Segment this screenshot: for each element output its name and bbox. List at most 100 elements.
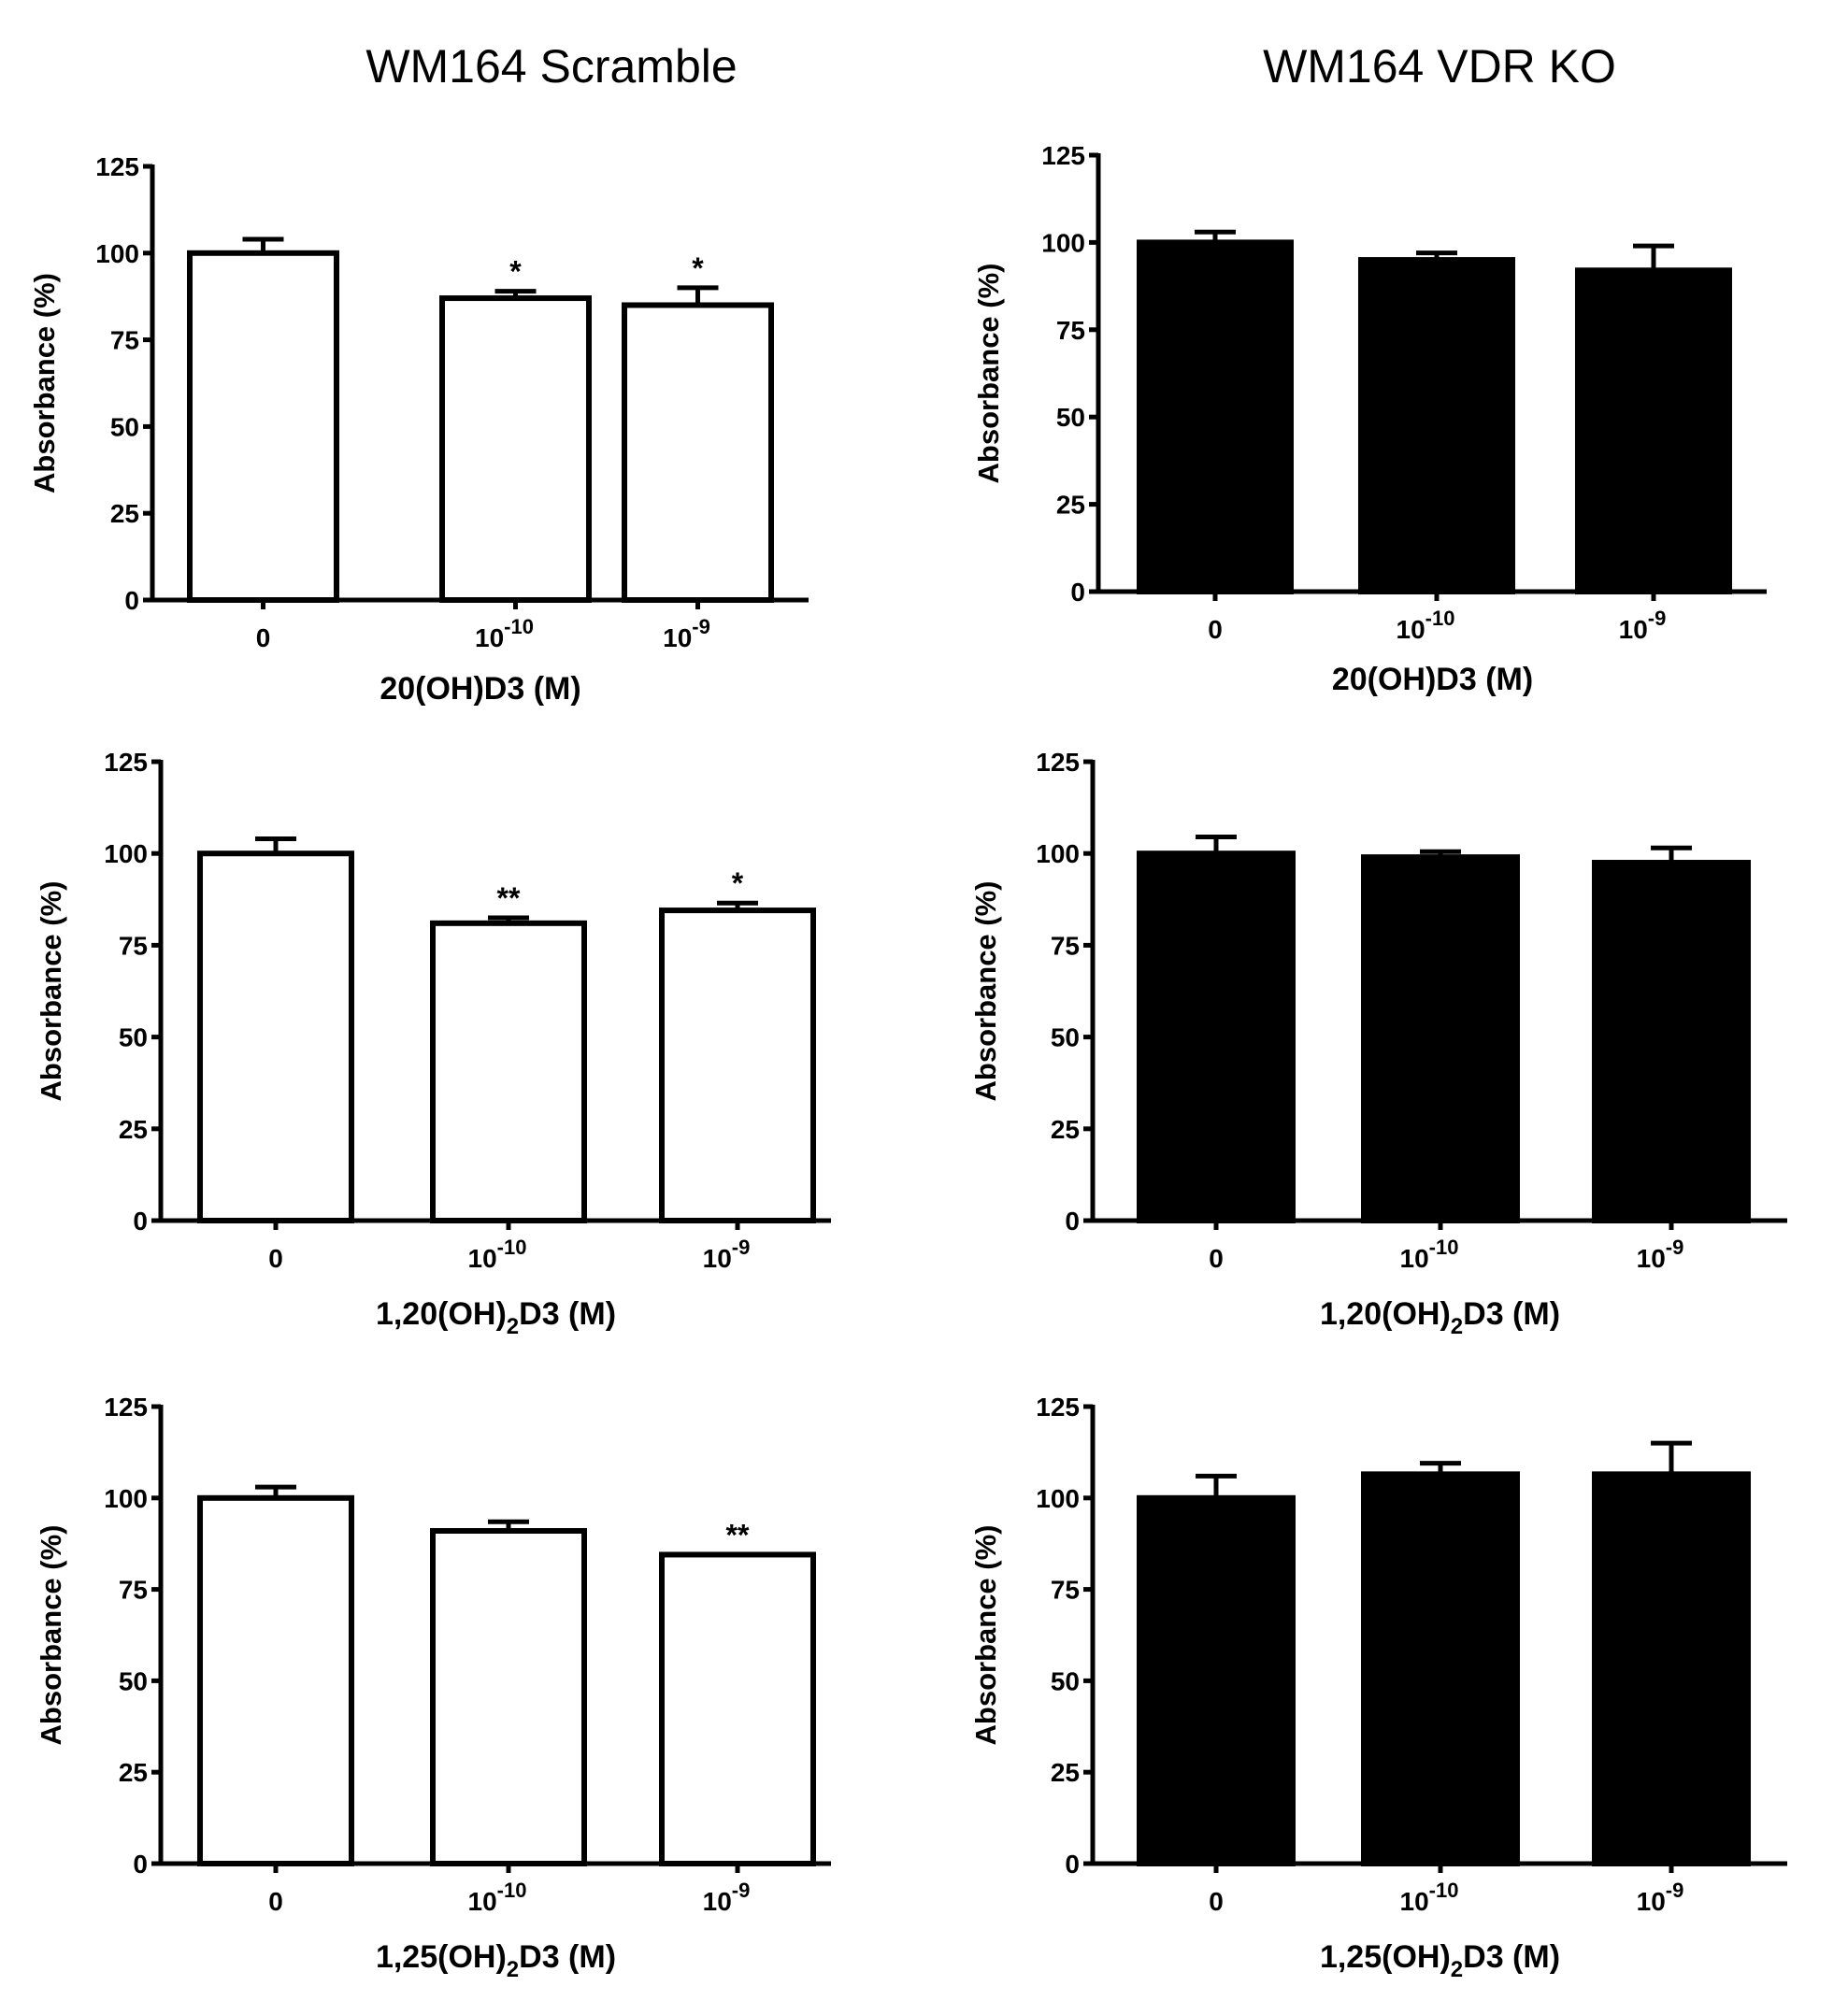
column-title-vdr-ko: WM164 VDR KO [1263, 40, 1616, 93]
y-axis-label: Absorbance (%) [35, 1525, 67, 1746]
x-tick-exponent-1: -10 [1429, 1236, 1459, 1259]
y-tick-label-50: 50 [1051, 1023, 1080, 1052]
significance-mark-2: * [732, 866, 744, 900]
x-axis-label-sub: 2 [1451, 1314, 1463, 1339]
x-tick-label-0: 0 [1209, 1887, 1224, 1916]
chart-panel-scramble-20OHD3: * * 0 25 50 75 100 125 0 10-10 10-9 Absorbance (%) 2… [28, 152, 809, 707]
y-tick-label-25: 25 [110, 499, 139, 528]
y-tick-label-25: 25 [119, 1115, 148, 1144]
x-axis-label-main: 1,25(OH) [376, 1939, 507, 1975]
x-tick-exponent-2: -9 [1666, 1236, 1684, 1259]
x-axis-label-sub: 2 [507, 1314, 519, 1339]
x-tick-exponent-2: -9 [1648, 607, 1667, 630]
y-tick-label-75: 75 [1051, 931, 1080, 960]
significance-mark-2: * [692, 251, 704, 285]
bar-0 [197, 850, 354, 1223]
y-axis-label: Absorbance (%) [972, 264, 1005, 484]
y-tick-label-100: 100 [1036, 839, 1080, 868]
bar-1 [1361, 854, 1520, 1223]
x-tick-exponent-1: -10 [497, 1236, 527, 1259]
bar-2 [1592, 860, 1751, 1224]
bar-0 [1137, 850, 1296, 1223]
significance-mark-1: * [509, 255, 522, 289]
x-axis-label-main: 1,20(OH) [1320, 1296, 1451, 1332]
x-axis-label-main: 1,25(OH) [1320, 1939, 1451, 1975]
y-axis-label: Absorbance (%) [969, 881, 1002, 1102]
x-axis-label-rest: D3 (M) [1463, 1296, 1560, 1332]
x-tick-label-2: 10-9 [1637, 1879, 1684, 1916]
x-tick-label-2: 10-9 [663, 615, 710, 652]
bar-2 [659, 1551, 816, 1867]
x-tick-exponent-2: -9 [692, 615, 710, 638]
y-tick-label-50: 50 [119, 1023, 148, 1052]
y-tick-label-25: 25 [1051, 1115, 1080, 1144]
bar-1 [1358, 257, 1515, 594]
y-tick-label-25: 25 [1051, 1758, 1080, 1787]
y-tick-label-50: 50 [1051, 1666, 1080, 1695]
y-tick-label-0: 0 [1065, 1850, 1080, 1879]
y-tick-label-75: 75 [1051, 1576, 1080, 1605]
x-tick-label-2: 10-9 [1637, 1236, 1684, 1273]
y-tick-label-25: 25 [1056, 491, 1085, 520]
chart-panel-vdrko-20OHD3: 0 25 50 75 100 125 0 10-10 10-9 Absorbance (%) 20(… [972, 141, 1767, 697]
y-tick-label-0: 0 [133, 1850, 148, 1879]
y-tick-label-50: 50 [119, 1666, 148, 1695]
x-tick-label-1: 10-10 [468, 1879, 527, 1916]
x-tick-exponent-2: -9 [1666, 1879, 1684, 1902]
y-tick-label-75: 75 [119, 1576, 148, 1605]
bar-1 [1361, 1471, 1520, 1866]
x-axis-label: 20(OH)D3 (M) [1332, 662, 1533, 697]
y-tick-label-125: 125 [95, 152, 139, 181]
bar-2 [1592, 1471, 1751, 1866]
y-tick-label-0: 0 [1070, 578, 1085, 607]
y-tick-label-75: 75 [1056, 316, 1085, 345]
x-tick-label-1: 10-10 [1400, 1236, 1459, 1273]
x-tick-exponent-1: -10 [504, 615, 534, 638]
x-tick-exponent-1: -10 [1425, 607, 1455, 630]
y-tick-label-100: 100 [1036, 1484, 1080, 1513]
x-tick-label-2: 10-9 [703, 1236, 751, 1273]
y-axis-label: Absorbance (%) [35, 881, 67, 1102]
x-axis-label: 1,20(OH)2D3 (M) [376, 1296, 616, 1339]
x-tick-label-0: 0 [256, 623, 271, 652]
bar-2 [622, 302, 774, 603]
x-axis-label: 1,25(OH)2D3 (M) [1320, 1939, 1560, 1982]
x-axis-label-rest: D3 (M) [519, 1939, 616, 1975]
x-tick-label-2: 10-9 [703, 1879, 751, 1916]
x-tick-label-0: 0 [268, 1244, 283, 1273]
x-axis-label: 1,20(OH)2D3 (M) [1320, 1296, 1560, 1339]
bar-0 [1137, 1494, 1296, 1867]
chart-panel-scramble-125OH2D3: ** 0 25 50 75 100 125 0 10-10 10-9 Absorbance (%) 1… [35, 1393, 831, 1982]
y-tick-label-125: 125 [104, 1393, 148, 1422]
y-tick-label-100: 100 [104, 839, 148, 868]
x-tick-exponent-1: -10 [497, 1879, 527, 1902]
x-tick-label-0: 0 [268, 1887, 283, 1916]
bar-0 [197, 1494, 354, 1867]
bar-2 [1575, 267, 1732, 594]
x-axis-label-sub: 2 [507, 1957, 519, 1982]
x-tick-exponent-1: -10 [1429, 1879, 1459, 1902]
bar-1 [430, 1528, 587, 1867]
y-tick-label-75: 75 [110, 326, 139, 355]
y-tick-label-50: 50 [1056, 403, 1085, 432]
y-tick-label-125: 125 [1036, 748, 1080, 777]
y-tick-label-50: 50 [110, 412, 139, 441]
x-axis-label-sub: 2 [1451, 1957, 1463, 1982]
y-axis-label: Absorbance (%) [28, 273, 61, 493]
significance-mark-2: ** [726, 1518, 750, 1551]
column-title-scramble: WM164 Scramble [365, 40, 738, 93]
y-tick-label-0: 0 [133, 1207, 148, 1236]
y-tick-label-125: 125 [1041, 141, 1085, 170]
y-tick-label-100: 100 [1041, 228, 1085, 257]
x-axis-label-rest: D3 (M) [1463, 1939, 1560, 1975]
x-axis-label: 1,25(OH)2D3 (M) [376, 1939, 616, 1982]
chart-panel-vdrko-125OH2D3: 0 25 50 75 100 125 0 10-10 10-9 Absorbance (%) 1,2… [969, 1393, 1787, 1982]
x-tick-label-0: 0 [1209, 1244, 1224, 1273]
x-tick-label-1: 10-10 [475, 615, 534, 652]
y-tick-label-100: 100 [95, 239, 139, 268]
x-tick-label-1: 10-10 [468, 1236, 527, 1273]
y-tick-label-75: 75 [119, 931, 148, 960]
significance-mark-1: ** [497, 881, 521, 915]
y-axis-label: Absorbance (%) [969, 1525, 1002, 1746]
